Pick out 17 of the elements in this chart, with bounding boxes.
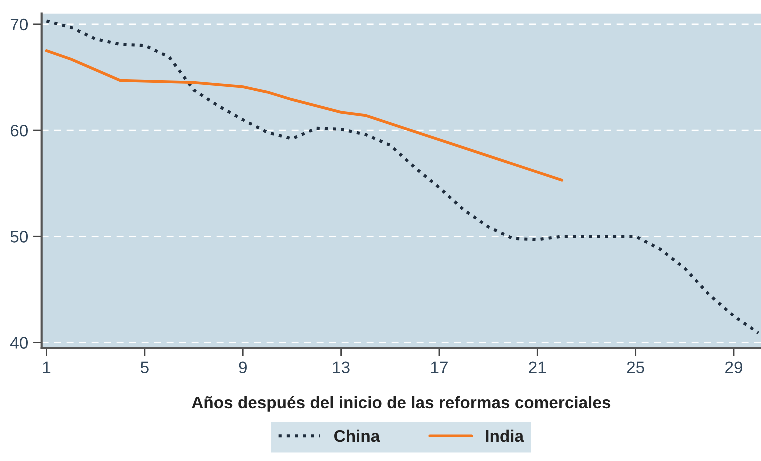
x-tick-label: 29 <box>726 362 742 374</box>
x-tick-label: 25 <box>627 362 644 374</box>
y-tick-label: 70 <box>10 18 28 31</box>
line-series <box>45 20 760 335</box>
line-series <box>45 50 564 182</box>
x-tick-label: 17 <box>431 362 448 374</box>
legend-label: China <box>334 430 380 442</box>
x-tick-label: 13 <box>333 362 350 374</box>
x-tick-label: 1 <box>43 362 51 374</box>
x-tick-label: 21 <box>529 362 546 374</box>
y-tick-label: 40 <box>10 337 28 349</box>
y-tick-label: 50 <box>10 231 28 243</box>
x-tick-label: 5 <box>140 362 149 374</box>
legend-label: India <box>486 430 524 442</box>
y-tick-label: 60 <box>10 124 28 137</box>
x-tick-label: 9 <box>239 362 247 374</box>
x-axis-title: Años después del inicio de las reformas comerciales <box>192 396 611 412</box>
